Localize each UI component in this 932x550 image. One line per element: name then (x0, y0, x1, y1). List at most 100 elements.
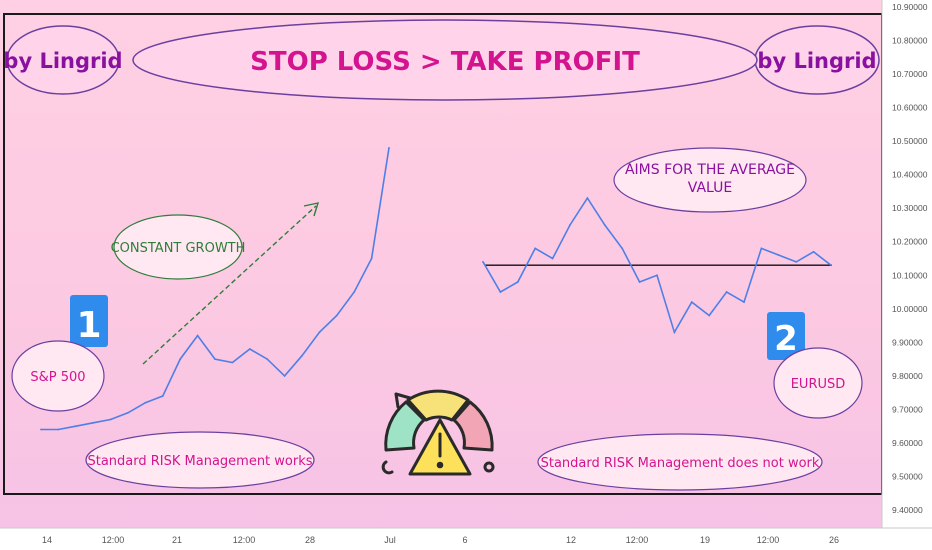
y-tick-label: 10.60000 (892, 103, 928, 113)
data-point (569, 224, 571, 226)
badge-2: 2 (767, 312, 805, 360)
x-tick-label: 6 (462, 535, 467, 545)
data-point (196, 334, 199, 337)
data-point (656, 274, 658, 277)
data-point (725, 291, 728, 293)
asset-label-left: S&P 500 (11, 340, 105, 412)
brand-left: by Lingrid (3, 25, 123, 95)
y-tick-label: 9.70000 (892, 404, 923, 414)
data-point (673, 331, 676, 334)
data-point (248, 348, 251, 350)
asset-label-left-text: S&P 500 (30, 370, 85, 385)
data-point (283, 374, 286, 377)
data-point (708, 314, 711, 317)
trend-label-right: AIMS FOR THE AVERAGE VALUE (613, 147, 807, 213)
data-point (214, 358, 216, 360)
asset-label-right: EURUSD (773, 347, 863, 419)
trend-label-right-line: AIMS FOR THE AVERAGE (625, 162, 795, 178)
growth-arrow (142, 205, 317, 365)
data-point (301, 354, 303, 357)
data-point (690, 301, 693, 303)
data-point (231, 361, 234, 364)
y-tick-label: 9.80000 (892, 371, 923, 381)
brand-right-text: by Lingrid (757, 49, 876, 73)
data-point (586, 197, 589, 200)
data-point (57, 428, 60, 431)
y-tick-label: 10.00000 (892, 304, 928, 314)
data-point (516, 281, 519, 283)
x-tick-label: 12:00 (102, 535, 125, 545)
data-point (812, 250, 815, 253)
title-banner: STOP LOSS > TAKE PROFIT (132, 19, 758, 101)
time-scale (0, 528, 932, 550)
y-tick-label: 10.40000 (892, 170, 928, 180)
data-point (40, 428, 42, 431)
x-tick-label: 26 (829, 535, 839, 545)
data-point (109, 418, 112, 421)
note-right-text: Standard RISK Management does not work (541, 456, 820, 471)
data-point (92, 421, 95, 424)
page-title: STOP LOSS > TAKE PROFIT (250, 47, 640, 77)
x-tick-label: 28 (305, 535, 315, 545)
x-axis-ticks: 14 12:00 21 12:00 28 Jul 6 12 12:00 19 12:00 26 (42, 535, 839, 545)
brand-right: by Lingrid (754, 25, 880, 95)
y-tick-label: 10.50000 (892, 136, 928, 146)
data-point (603, 224, 606, 226)
data-point (499, 291, 502, 293)
asset-label-right-text: EURUSD (791, 377, 846, 392)
data-point (144, 401, 147, 404)
y-tick-label: 10.90000 (892, 2, 928, 12)
trend-label-right-line: VALUE (688, 180, 732, 196)
data-point (388, 146, 390, 149)
y-tick-label: 10.10000 (892, 270, 928, 280)
data-point (777, 254, 780, 257)
y-tick-label: 10.80000 (892, 36, 928, 46)
series-points (40, 146, 832, 431)
x-tick-label: 12:00 (233, 535, 256, 545)
data-point (318, 331, 321, 334)
data-point (482, 260, 484, 263)
trend-label-left-text: CONSTANT GROWTH (111, 241, 246, 256)
data-point (127, 411, 129, 414)
data-point (830, 264, 832, 267)
data-point (551, 257, 554, 260)
risk-gauge-warning-icon (381, 389, 495, 476)
data-point (534, 247, 537, 250)
note-left-text: Standard RISK Management works (87, 454, 312, 469)
data-point (795, 260, 798, 263)
x-tick-label: 12:00 (626, 535, 649, 545)
x-tick-label: Jul (384, 535, 396, 545)
data-point (743, 301, 745, 303)
price-scale (882, 0, 932, 528)
trend-label-right-text: AIMS FOR THE AVERAGE VALUE (625, 162, 795, 196)
y-tick-label: 9.60000 (892, 438, 923, 448)
badge-1: 1 (70, 295, 108, 347)
y-tick-label: 10.30000 (892, 203, 928, 213)
data-point (179, 358, 182, 360)
y-axis-ticks: 10.90000 10.80000 10.70000 10.60000 10.50000… (892, 2, 928, 515)
x-tick-label: 19 (700, 535, 710, 545)
y-tick-label: 10.20000 (892, 237, 928, 247)
badge-1-text: 1 (76, 305, 101, 346)
data-point (335, 314, 338, 317)
trend-label-left: CONSTANT GROWTH (111, 214, 246, 280)
growth-arrow-head (303, 202, 320, 217)
y-tick-label: 9.50000 (892, 471, 923, 481)
data-point (760, 247, 763, 250)
x-tick-label: 14 (42, 535, 52, 545)
y-tick-label: 9.40000 (892, 505, 923, 515)
x-tick-label: 12 (566, 535, 576, 545)
x-tick-label: 12:00 (757, 535, 780, 545)
x-tick-label: 21 (172, 535, 182, 545)
note-right: Standard RISK Management does not work (537, 433, 823, 491)
y-tick-label: 10.70000 (892, 69, 928, 79)
brand-left-text: by Lingrid (3, 49, 122, 73)
badge-2-text: 2 (774, 319, 798, 359)
data-point (370, 257, 373, 260)
data-point (353, 291, 356, 293)
data-point (266, 358, 269, 360)
data-point (621, 247, 624, 250)
y-tick-label: 9.90000 (892, 337, 923, 347)
note-left: Standard RISK Management works (85, 431, 315, 489)
